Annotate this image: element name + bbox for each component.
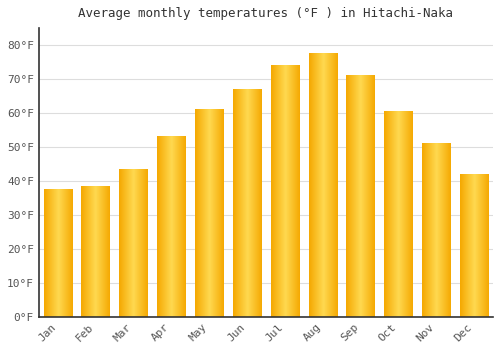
Title: Average monthly temperatures (°F ) in Hitachi-Naka: Average monthly temperatures (°F ) in Hi… [78,7,454,20]
